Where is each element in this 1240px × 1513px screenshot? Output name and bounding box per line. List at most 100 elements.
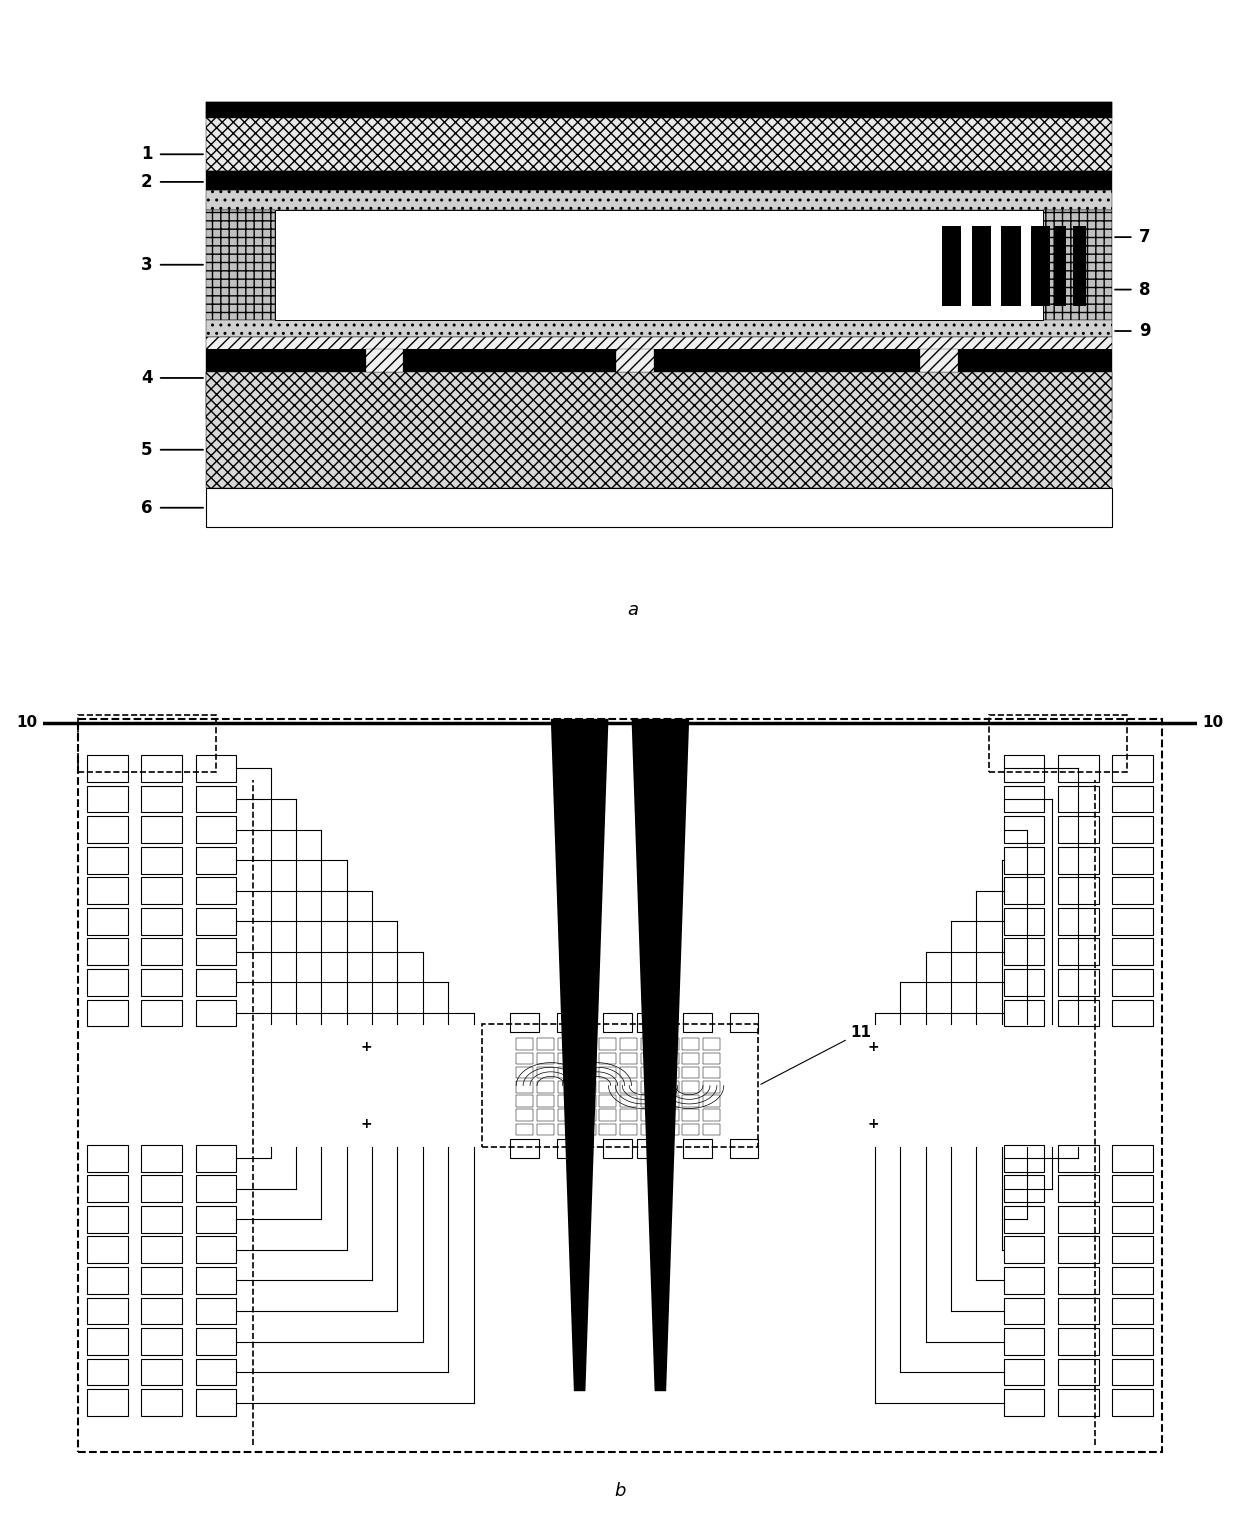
Bar — [1058, 1389, 1099, 1416]
Bar — [682, 1109, 699, 1121]
Bar — [87, 938, 128, 965]
Bar — [599, 1124, 616, 1135]
Bar — [1112, 785, 1153, 812]
Bar — [579, 1053, 595, 1064]
Bar — [1112, 1236, 1153, 1263]
Bar — [1058, 908, 1099, 935]
Text: 1: 1 — [141, 145, 153, 163]
Bar — [682, 1067, 699, 1079]
Bar — [196, 1145, 236, 1171]
Bar — [620, 1124, 637, 1135]
Bar — [703, 1053, 720, 1064]
Bar — [1112, 1298, 1153, 1324]
Bar — [275, 209, 1043, 319]
Bar — [1112, 816, 1153, 843]
Bar — [599, 1095, 616, 1108]
Bar — [641, 1067, 657, 1079]
Bar — [196, 1328, 236, 1356]
Bar — [1112, 1359, 1153, 1386]
Bar — [87, 785, 128, 812]
Text: 6: 6 — [141, 499, 153, 517]
Text: 7: 7 — [1138, 228, 1151, 247]
Bar — [1058, 1236, 1099, 1263]
Bar — [196, 1298, 236, 1324]
Bar — [1004, 1176, 1044, 1203]
Bar — [1058, 1328, 1099, 1356]
Bar — [1112, 847, 1153, 873]
Text: b: b — [614, 1481, 626, 1499]
Polygon shape — [631, 719, 689, 1392]
Bar — [1058, 1000, 1099, 1026]
Bar — [1004, 968, 1044, 996]
Bar — [141, 1236, 182, 1263]
Text: 8: 8 — [1138, 280, 1151, 298]
Bar — [729, 1139, 759, 1157]
Bar — [661, 1038, 678, 1050]
Bar — [141, 1389, 182, 1416]
Bar — [141, 755, 182, 782]
Bar — [141, 1328, 182, 1356]
Bar — [1112, 908, 1153, 935]
Bar — [971, 225, 991, 306]
Bar — [141, 1176, 182, 1203]
Bar — [661, 1053, 678, 1064]
Bar — [1058, 1176, 1099, 1203]
Bar — [641, 1124, 657, 1135]
Bar — [206, 101, 1112, 171]
Bar — [1004, 908, 1044, 935]
Bar — [481, 1024, 759, 1147]
Bar — [1058, 938, 1099, 965]
Bar — [516, 1124, 533, 1135]
Bar — [599, 1109, 616, 1121]
Bar — [1032, 225, 1050, 306]
Bar — [1043, 209, 1112, 319]
Bar — [599, 1053, 616, 1064]
Bar — [661, 1109, 678, 1121]
Bar — [206, 209, 275, 319]
Bar — [1004, 878, 1044, 905]
Bar — [703, 1038, 720, 1050]
Bar — [1112, 1266, 1153, 1294]
Bar — [206, 350, 366, 372]
Bar — [206, 191, 1112, 209]
Bar — [1004, 1000, 1044, 1026]
Bar — [1058, 1298, 1099, 1324]
Bar — [141, 908, 182, 935]
Bar — [682, 1038, 699, 1050]
Bar — [1002, 225, 1021, 306]
Bar — [87, 816, 128, 843]
Bar — [141, 878, 182, 905]
Bar — [1112, 1206, 1153, 1233]
Polygon shape — [551, 719, 609, 1392]
Bar — [661, 1095, 678, 1108]
Bar — [403, 350, 616, 372]
Bar — [196, 968, 236, 996]
Bar — [682, 1124, 699, 1135]
Bar — [1004, 1359, 1044, 1386]
Bar — [1058, 755, 1099, 782]
Bar — [537, 1124, 554, 1135]
Bar — [1058, 847, 1099, 873]
Bar — [87, 1298, 128, 1324]
Bar — [141, 1266, 182, 1294]
Bar — [537, 1095, 554, 1108]
Bar — [620, 1067, 637, 1079]
Bar — [1058, 968, 1099, 996]
Bar — [637, 1014, 666, 1032]
Bar — [616, 350, 653, 372]
Bar — [537, 1080, 554, 1092]
Bar — [957, 350, 1112, 372]
Bar — [516, 1038, 533, 1050]
Bar — [1004, 785, 1044, 812]
Text: a: a — [627, 601, 637, 619]
Text: 10: 10 — [16, 716, 37, 731]
Bar — [683, 1139, 712, 1157]
Bar — [661, 1080, 678, 1092]
Bar — [206, 372, 1112, 489]
Bar — [206, 489, 1112, 527]
Bar — [87, 878, 128, 905]
Bar — [275, 209, 1043, 319]
Bar — [141, 1206, 182, 1233]
Bar — [557, 1014, 585, 1032]
Bar — [141, 1359, 182, 1386]
